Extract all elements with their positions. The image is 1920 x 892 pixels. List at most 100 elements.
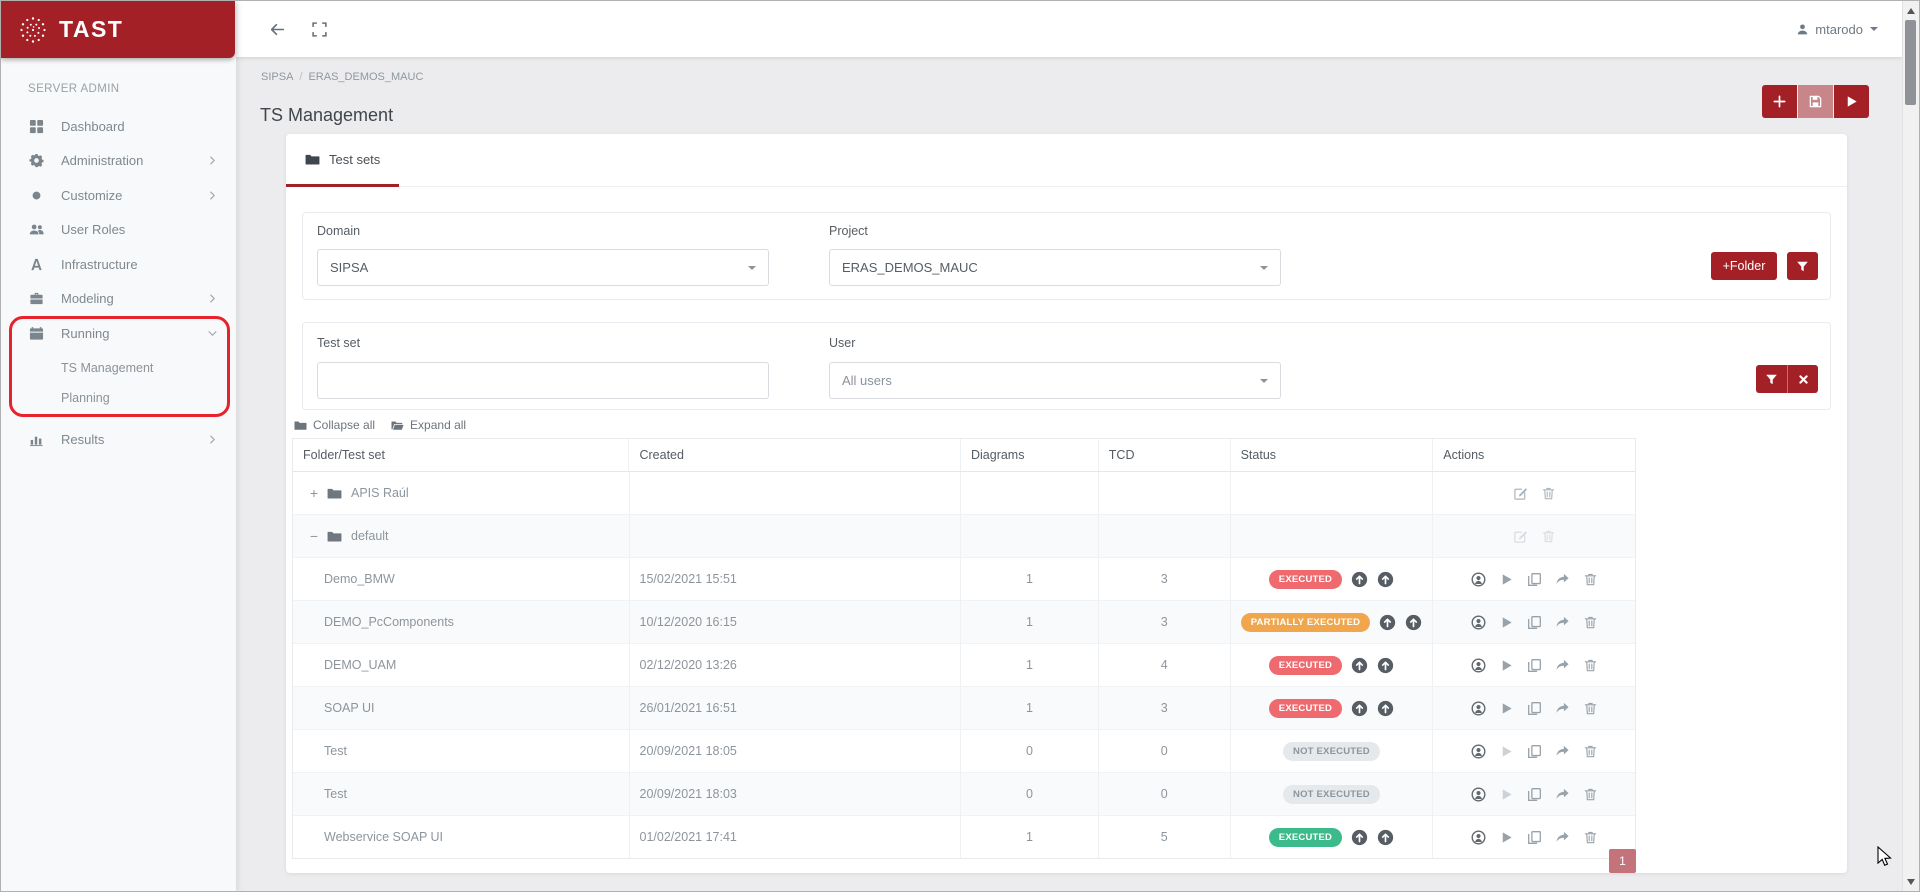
domain-select[interactable]: SIPSA: [317, 249, 769, 286]
user-button[interactable]: [1471, 572, 1486, 587]
user-button[interactable]: [1471, 615, 1486, 630]
copy-button[interactable]: [1527, 830, 1542, 845]
scroll-up-button[interactable]: [1903, 2, 1919, 19]
breadcrumb-domain[interactable]: SIPSA: [261, 71, 294, 83]
arrow-circle-up-button[interactable]: [1379, 614, 1396, 631]
run-test-set-button[interactable]: [1499, 830, 1514, 845]
sidebar-item-modeling[interactable]: Modeling: [1, 282, 236, 317]
chevron-right-icon: [207, 293, 218, 304]
arrow-circle-up-button[interactable]: [1405, 614, 1422, 631]
app-logo[interactable]: TAST: [1, 1, 235, 58]
share-button[interactable]: [1555, 572, 1570, 587]
run-test-set-button[interactable]: [1499, 572, 1514, 587]
copy-button[interactable]: [1527, 701, 1542, 716]
test-set-name[interactable]: Demo_BMW: [293, 558, 630, 600]
sidebar-item-customize[interactable]: Customize: [1, 178, 236, 213]
add-button[interactable]: [1762, 85, 1797, 118]
user-button[interactable]: [1471, 658, 1486, 673]
run-test-set-button[interactable]: [1499, 701, 1514, 716]
pagination-page-1[interactable]: 1: [1609, 849, 1636, 873]
user-button[interactable]: [1471, 744, 1486, 759]
run-button[interactable]: [1834, 85, 1869, 118]
diagrams-cell: 0: [961, 730, 1099, 772]
delete-button[interactable]: [1583, 572, 1598, 587]
test-set-name[interactable]: SOAP UI: [293, 687, 630, 729]
sidebar-item-administration[interactable]: Administration: [1, 144, 236, 179]
clear-filter-button[interactable]: [1787, 365, 1818, 393]
share-button[interactable]: [1555, 615, 1570, 630]
letter-a-icon: [26, 257, 46, 272]
user-button[interactable]: [1471, 830, 1486, 845]
copy-button[interactable]: [1527, 572, 1542, 587]
chevron-down-icon: [207, 328, 218, 339]
scrollbar-thumb[interactable]: [1905, 20, 1916, 105]
sidebar-item-user-roles[interactable]: User Roles: [1, 213, 236, 248]
delete-folder-button[interactable]: [1541, 486, 1556, 501]
test-set-name[interactable]: Test: [293, 773, 630, 815]
scrollbar[interactable]: [1902, 1, 1919, 891]
apply-filter-button[interactable]: [1756, 365, 1787, 393]
x-icon: [1798, 374, 1808, 384]
delete-button[interactable]: [1583, 830, 1598, 845]
scroll-down-button[interactable]: [1903, 873, 1919, 890]
sidebar-item-planning[interactable]: Planning: [61, 390, 110, 405]
test-set-name[interactable]: Webservice SOAP UI: [293, 816, 630, 858]
expand-all-label: Expand all: [410, 418, 467, 432]
share-button[interactable]: [1555, 658, 1570, 673]
copy-button[interactable]: [1527, 658, 1542, 673]
arrow-circle-up-button[interactable]: [1351, 700, 1368, 717]
delete-button[interactable]: [1583, 658, 1598, 673]
delete-button[interactable]: [1583, 701, 1598, 716]
delete-button[interactable]: [1583, 615, 1598, 630]
edit-folder-button[interactable]: [1513, 486, 1528, 501]
arrow-circle-up-button[interactable]: [1377, 829, 1394, 846]
sidebar-item-dashboard[interactable]: Dashboard: [1, 109, 236, 144]
breadcrumb-project[interactable]: ERAS_DEMOS_MAUC: [308, 71, 424, 83]
arrow-circle-up-button[interactable]: [1351, 657, 1368, 674]
sidebar-item-ts-management[interactable]: TS Management: [61, 360, 154, 375]
run-test-set-button[interactable]: [1499, 787, 1514, 802]
delete-folder-button[interactable]: [1541, 529, 1556, 544]
test-set-input[interactable]: [317, 362, 769, 399]
user-button[interactable]: [1471, 787, 1486, 802]
test-set-name[interactable]: Test: [293, 730, 630, 772]
sidebar-item-results[interactable]: Results: [1, 423, 236, 458]
user-button[interactable]: [1471, 701, 1486, 716]
tab-test-sets[interactable]: Test sets: [286, 134, 400, 187]
back-button[interactable]: [269, 21, 286, 38]
expand-all-link[interactable]: Expand all: [391, 418, 466, 432]
sidebar-item-infrastructure[interactable]: Infrastructure: [1, 247, 236, 282]
copy-button[interactable]: [1527, 615, 1542, 630]
share-button[interactable]: [1555, 744, 1570, 759]
fullscreen-button[interactable]: [311, 21, 328, 38]
collapse-toggle[interactable]: −: [309, 528, 319, 544]
expand-toggle[interactable]: +: [309, 485, 319, 501]
arrow-circle-up-button[interactable]: [1377, 700, 1394, 717]
copy-button[interactable]: [1527, 787, 1542, 802]
test-set-name[interactable]: DEMO_UAM: [293, 644, 630, 686]
delete-button[interactable]: [1583, 744, 1598, 759]
collapse-all-link[interactable]: Collapse all: [294, 418, 375, 432]
project-select[interactable]: ERAS_DEMOS_MAUC: [829, 249, 1281, 286]
sidebar-item-running[interactable]: Running: [1, 316, 236, 351]
arrow-circle-up-button[interactable]: [1377, 657, 1394, 674]
save-button[interactable]: [1798, 85, 1833, 118]
copy-button[interactable]: [1527, 744, 1542, 759]
arrow-circle-up-button[interactable]: [1351, 571, 1368, 588]
arrow-circle-up-button[interactable]: [1377, 571, 1394, 588]
user-select[interactable]: All users: [829, 362, 1281, 399]
delete-button[interactable]: [1583, 787, 1598, 802]
add-folder-button[interactable]: +Folder: [1711, 252, 1777, 280]
share-button[interactable]: [1555, 787, 1570, 802]
run-test-set-button[interactable]: [1499, 658, 1514, 673]
edit-folder-button[interactable]: [1513, 529, 1528, 544]
share-button[interactable]: [1555, 701, 1570, 716]
arrow-circle-up-button[interactable]: [1351, 829, 1368, 846]
sidebar-item-label: Dashboard: [61, 118, 125, 134]
run-test-set-button[interactable]: [1499, 615, 1514, 630]
run-test-set-button[interactable]: [1499, 744, 1514, 759]
user-menu[interactable]: mtarodo: [1796, 22, 1878, 37]
share-button[interactable]: [1555, 830, 1570, 845]
filter-button[interactable]: [1787, 252, 1818, 280]
test-set-name[interactable]: DEMO_PcComponents: [293, 601, 630, 643]
